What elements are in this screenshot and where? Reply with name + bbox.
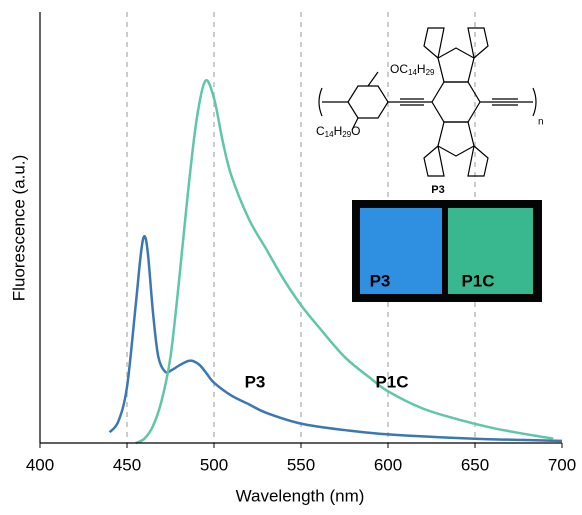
sub-text: 29 [342, 130, 351, 139]
x-tick-label: 650 [461, 455, 489, 474]
photo-label: P3 [370, 271, 391, 290]
y-axis-label: Fluorescence (a.u.) [9, 155, 28, 301]
x-tick-label: 550 [287, 455, 315, 474]
x-tick-label: 400 [26, 455, 54, 474]
sub-text: OC [390, 62, 408, 76]
photo-sample [448, 208, 533, 294]
substituent: OC14H29 [390, 62, 435, 77]
x-tick-label: 600 [374, 455, 402, 474]
annotation: P1C [375, 372, 408, 391]
lines [108, 79, 563, 445]
annotation: P3 [245, 372, 266, 391]
sub-text: O [351, 124, 360, 138]
x-tick-label: 700 [548, 455, 576, 474]
photo-label: P1C [461, 271, 494, 290]
x-tick-label: 450 [113, 455, 141, 474]
sub-text: 14 [325, 130, 334, 139]
x-axis-label: Wavelength (nm) [236, 486, 365, 505]
sub-text: H [334, 124, 343, 138]
x-tick-label: 500 [200, 455, 228, 474]
sub-text: H [417, 62, 426, 76]
series-line [135, 79, 554, 445]
sub-text: 29 [426, 68, 435, 77]
repeat-unit: n [538, 117, 544, 128]
series-line [108, 234, 563, 443]
structure-label: P3 [431, 184, 444, 196]
photo-sample [360, 208, 442, 294]
sub-text: 14 [408, 68, 417, 77]
substituent: C14H29O [316, 124, 361, 139]
grid [126, 12, 476, 443]
sub-text: C [316, 124, 325, 138]
structure [318, 27, 537, 177]
